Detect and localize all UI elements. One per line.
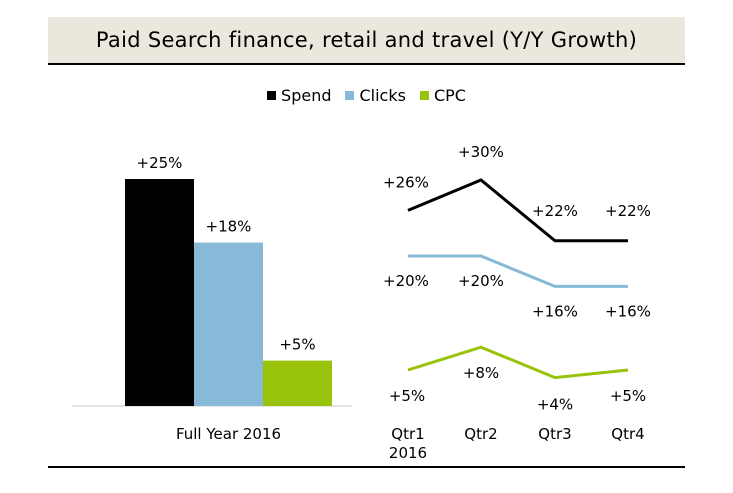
bar-spend (125, 179, 194, 406)
legend-swatch-spend (267, 91, 277, 100)
data-label-cpc-1: +5% (389, 387, 425, 405)
bar-cpc (263, 360, 332, 406)
legend-item-spend: Spend (267, 86, 331, 105)
legend-item-clicks: Clicks (345, 86, 406, 105)
line-clicks (408, 254, 628, 288)
data-label-spend-3: +22% (532, 202, 578, 220)
x-tick-qtr1: Qtr1 (391, 425, 424, 443)
data-label-cpc-3: +4% (537, 396, 573, 414)
data-label-cpc-2: +8% (463, 364, 499, 382)
data-label-clicks-2: +20% (458, 272, 504, 290)
bottom-rule (48, 466, 685, 468)
line-cpc (407, 345, 629, 380)
x-tick-qtr2: Qtr2 (464, 425, 497, 443)
data-label-spend-1: +26% (383, 173, 429, 191)
bar-label-spend: +25% (137, 154, 183, 172)
legend: Spend Clicks CPC (0, 86, 733, 105)
data-label-spend-2: +30% (458, 143, 504, 161)
x-tick-full-year: Full Year 2016 (176, 425, 281, 443)
bar-label-clicks: +18% (206, 218, 252, 236)
bar-label-cpc: +5% (279, 336, 315, 354)
legend-item-cpc: CPC (419, 86, 466, 105)
legend-swatch-clicks (345, 91, 355, 100)
data-label-clicks-1: +20% (383, 272, 429, 290)
data-label-clicks-3: +16% (532, 302, 578, 320)
x-tick-qtr1-year: 2016 (389, 444, 427, 462)
chart-title: Paid Search finance, retail and travel (… (48, 17, 685, 65)
data-label-cpc-4: +5% (610, 387, 646, 405)
x-tick-qtr4: Qtr4 (611, 425, 644, 443)
legend-swatch-cpc (419, 91, 429, 100)
line-spend (407, 178, 628, 243)
data-label-spend-4: +22% (605, 202, 651, 220)
legend-label-clicks: Clicks (359, 86, 406, 105)
legend-label-cpc: CPC (433, 86, 466, 105)
legend-label-spend: Spend (281, 86, 332, 105)
data-label-clicks-4: +16% (605, 302, 651, 320)
x-tick-qtr3: Qtr3 (538, 425, 571, 443)
bar-clicks (194, 242, 263, 406)
